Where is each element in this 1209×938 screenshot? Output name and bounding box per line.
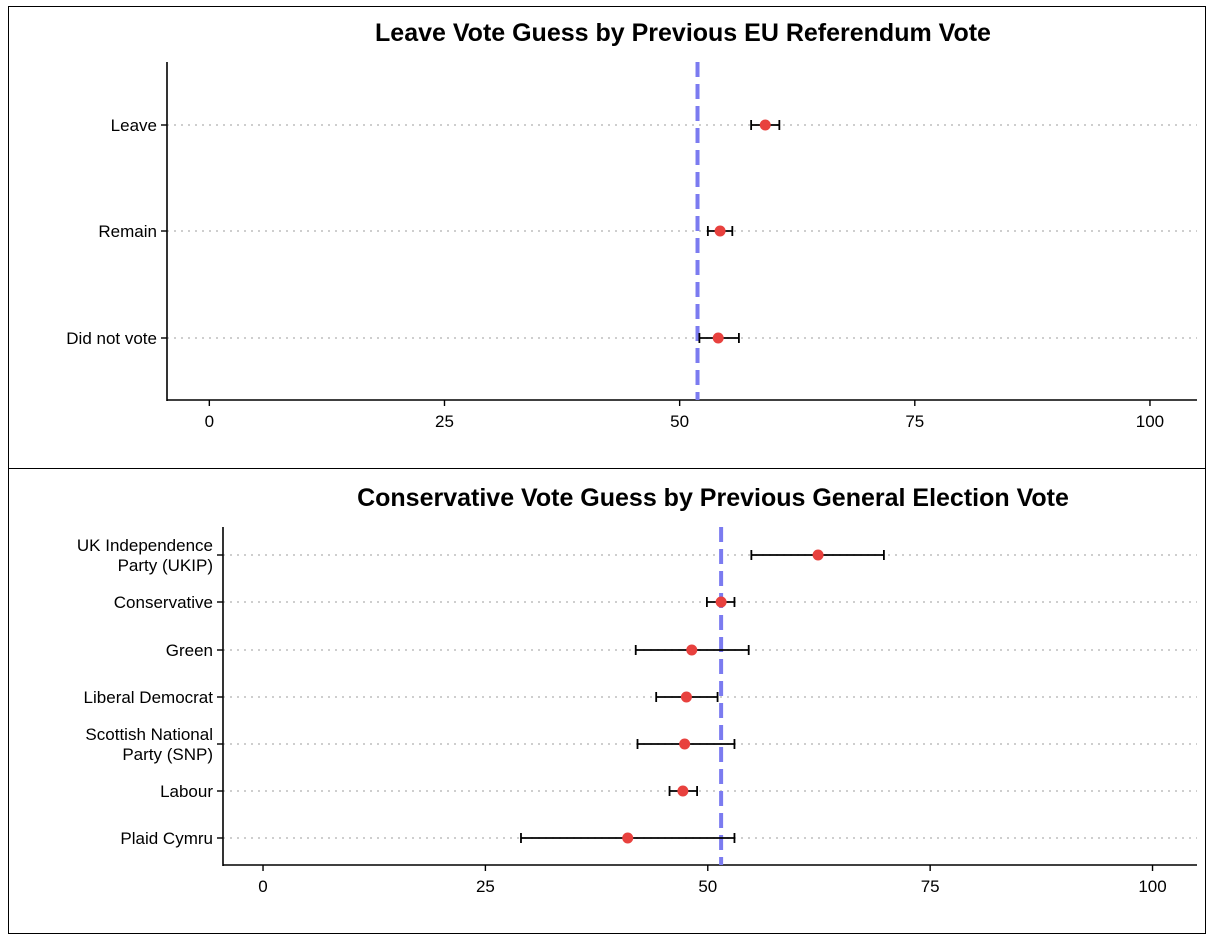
data-point: [679, 738, 691, 750]
chart-title: Conservative Vote Guess by Previous Gene…: [357, 484, 1069, 512]
category-label: Conservative: [114, 593, 213, 612]
data-point: [714, 225, 726, 237]
category-label: Labour: [160, 782, 213, 801]
x-tick-label: 50: [698, 877, 717, 896]
chart-title: Leave Vote Guess by Previous EU Referend…: [375, 19, 991, 47]
category-label: UK Independence: [77, 536, 213, 555]
category-label: Green: [166, 641, 213, 660]
x-tick-label: 75: [905, 412, 924, 431]
x-tick-label: 0: [258, 877, 267, 896]
category-label: Remain: [98, 222, 157, 241]
data-point: [712, 332, 724, 344]
data-point: [680, 691, 692, 703]
data-point: [686, 644, 698, 656]
x-tick-label: 25: [435, 412, 454, 431]
category-label: Liberal Democrat: [84, 688, 214, 707]
x-tick-label: 100: [1136, 412, 1164, 431]
data-point: [715, 596, 727, 608]
data-point: [677, 785, 689, 797]
panel-border: [8, 468, 1206, 934]
category-label: Plaid Cymru: [120, 829, 213, 848]
panel-general-election: Conservative Vote Guess by Previous Gene…: [8, 468, 1206, 934]
x-tick-label: 100: [1138, 877, 1166, 896]
data-point: [812, 549, 824, 561]
data-point: [759, 119, 771, 131]
category-label: Party (UKIP): [118, 556, 213, 575]
category-label: Did not vote: [66, 329, 157, 348]
category-label: Party (SNP): [122, 745, 213, 764]
panel-eu-referendum: Leave Vote Guess by Previous EU Referend…: [8, 6, 1206, 469]
x-tick-label: 0: [205, 412, 214, 431]
plot-area: 0 25 50 75 100 Leave Remain Did not vote: [66, 62, 1197, 431]
x-tick-label: 75: [921, 877, 940, 896]
x-tick-label: 25: [476, 877, 495, 896]
category-label: Scottish National: [85, 725, 213, 744]
category-label: Leave: [111, 116, 157, 135]
x-tick-label: 50: [670, 412, 689, 431]
data-point: [622, 832, 634, 844]
